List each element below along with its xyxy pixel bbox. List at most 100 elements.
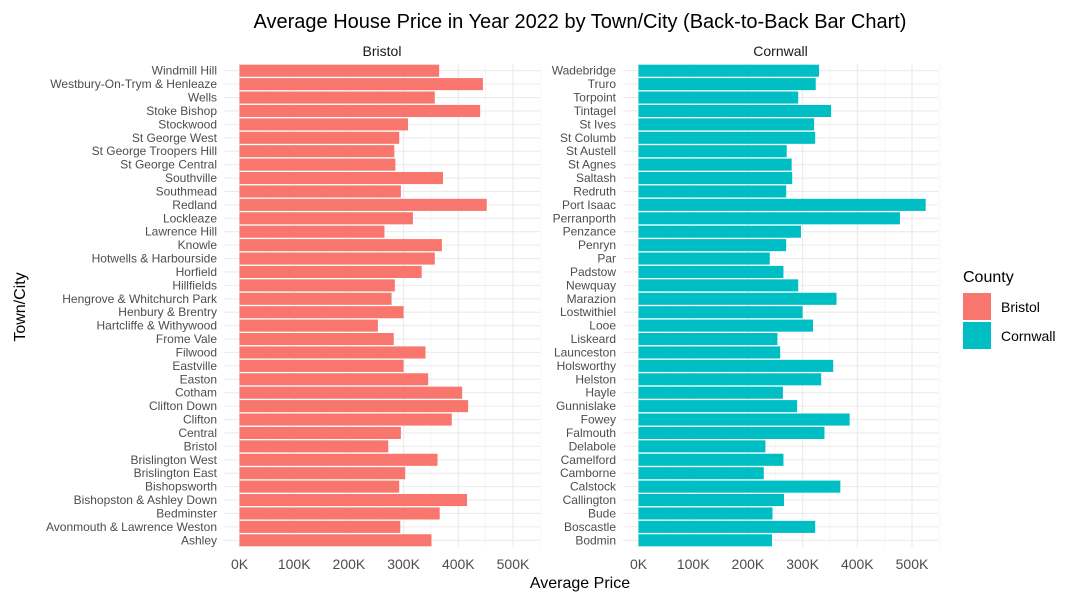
y-tick-label: St Ives (579, 117, 616, 131)
facet-strip-label: Cornwall (753, 43, 807, 59)
y-tick-label: Brislington West (131, 453, 218, 467)
bar-bristol (239, 198, 487, 211)
bar-bristol (239, 333, 394, 346)
bar-cornwall (638, 172, 793, 185)
bar-cornwall (638, 239, 787, 252)
bar-bristol (239, 104, 481, 117)
bar-bristol (239, 346, 426, 359)
y-tick-label: Stockwood (158, 117, 217, 131)
y-tick-label: Penryn (578, 238, 616, 252)
bar-cornwall (638, 373, 822, 386)
x-tick-label: 400K (442, 556, 475, 572)
y-tick-label: Horfield (176, 265, 217, 279)
y-tick-label: Torpoint (573, 91, 616, 105)
y-tick-label: Stoke Bishop (146, 104, 217, 118)
bar-cornwall (638, 306, 803, 319)
bar-bristol (239, 118, 408, 131)
y-tick-label: Hengrove & Whitchurch Park (62, 292, 218, 306)
bar-bristol (239, 158, 396, 171)
y-tick-label: Brislington East (134, 466, 218, 480)
x-axis-title: Average Price (530, 575, 630, 592)
bar-bristol (239, 172, 443, 185)
bar-bristol (239, 507, 440, 520)
x-tick-label: 300K (387, 556, 420, 572)
y-tick-label: St George Central (120, 158, 217, 172)
y-tick-label: Southmead (156, 184, 217, 198)
bar-cornwall (638, 319, 813, 332)
bar-bristol (239, 265, 422, 278)
bar-cornwall (638, 426, 825, 439)
bar-bristol (239, 453, 438, 466)
bar-cornwall (638, 507, 773, 520)
bar-cornwall (638, 212, 900, 225)
bar-bristol (239, 480, 400, 493)
y-tick-label: Ashley (181, 533, 217, 547)
bar-cornwall (638, 494, 785, 507)
bar-cornwall (638, 520, 816, 533)
y-tick-label: Avonmouth & Lawrence Weston (46, 520, 217, 534)
bar-cornwall (638, 131, 816, 144)
y-tick-label: St Austell (566, 144, 616, 158)
y-tick-label: Hotwells & Harbourside (92, 252, 218, 266)
bar-cornwall (638, 400, 798, 413)
x-tick-label: 200K (732, 556, 765, 572)
y-tick-label: Henbury & Brentry (118, 305, 217, 319)
y-tick-label: Tintagel (574, 104, 616, 118)
y-tick-label: Wells (188, 91, 217, 105)
y-tick-label: Par (597, 252, 616, 266)
y-tick-label: Central (178, 426, 217, 440)
bar-bristol (239, 319, 378, 332)
bar-bristol (239, 467, 406, 480)
y-tick-label: Saltash (576, 171, 616, 185)
x-tick-label: 100K (278, 556, 311, 572)
y-tick-label: Knowle (178, 238, 218, 252)
x-tick-label: 300K (786, 556, 819, 572)
bar-bristol (239, 400, 469, 413)
y-tick-label: Camborne (560, 466, 616, 480)
y-tick-label: St Columb (560, 131, 616, 145)
bar-cornwall (638, 225, 801, 238)
y-tick-label: Bedminster (156, 506, 217, 520)
bar-bristol (239, 426, 401, 439)
y-tick-label: Bude (588, 506, 616, 520)
bar-bristol (239, 292, 392, 305)
x-tick-label: 0K (231, 556, 249, 572)
bar-bristol (239, 359, 404, 372)
bar-bristol (239, 78, 483, 91)
y-tick-label: Marazion (567, 292, 616, 306)
bar-bristol (239, 534, 432, 547)
bar-cornwall (638, 333, 778, 346)
bar-bristol (239, 145, 395, 158)
panel-bristol: Bristol 0K 100K 200K 300K 400K 500K Windmill Hi… (46, 43, 541, 572)
y-tick-label: Launceston (554, 345, 616, 359)
y-tick-label: Falmouth (566, 426, 616, 440)
bar-cornwall (638, 91, 799, 104)
panel-cornwall: Cornwall 0K 100K 200K 300K 400K 500K Wadebridge… (552, 43, 940, 572)
legend-items: Bristol Cornwall (963, 293, 1055, 349)
y-tick-label: Lawrence Hill (145, 225, 217, 239)
bar-cornwall (638, 480, 841, 493)
bar-cornwall (638, 440, 766, 453)
bar-cornwall (638, 386, 783, 399)
bar-bristol (239, 91, 435, 104)
bar-bristol (239, 494, 468, 507)
y-tick-label: Callington (563, 493, 616, 507)
y-tick-label: Boscastle (564, 520, 616, 534)
y-tick-label: Lockleaze (163, 211, 217, 225)
y-tick-label: Eastville (172, 359, 217, 373)
bar-cornwall (638, 252, 770, 265)
bar-bristol (239, 225, 385, 238)
bar-bristol (239, 279, 395, 292)
y-tick-label: Calstock (570, 480, 617, 494)
facet-strip-label: Bristol (363, 43, 402, 59)
bar-cornwall (638, 534, 772, 547)
bar-cornwall (638, 265, 784, 278)
y-tick-label: Padstow (570, 265, 616, 279)
y-tick-label: Liskeard (571, 332, 616, 346)
y-tick-label: Frome Vale (156, 332, 217, 346)
y-tick-label: Gunnislake (556, 399, 616, 413)
bar-bristol (239, 520, 401, 533)
bar-bristol (239, 185, 401, 198)
y-tick-label: Filwood (176, 345, 217, 359)
y-tick-label: Perranporth (553, 211, 616, 225)
